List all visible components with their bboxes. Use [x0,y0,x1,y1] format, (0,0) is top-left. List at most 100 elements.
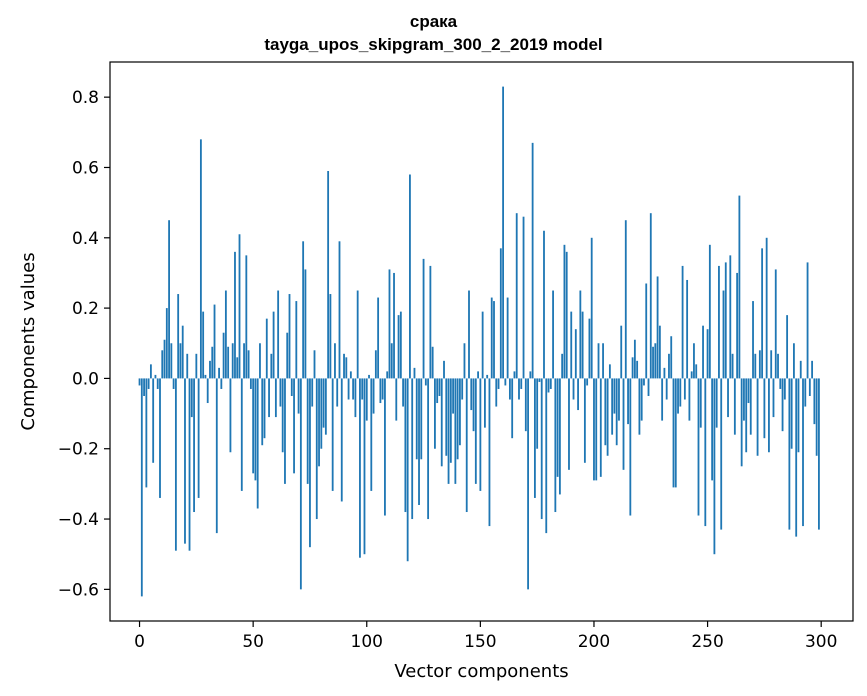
bar [781,378,784,432]
bar [533,378,536,498]
bar [252,378,255,474]
bar [188,378,191,551]
y-axis: −0.6 −0.4 −0.2 0.0 0.2 0.4 0.6 0.8 [58,88,110,600]
bar [752,301,754,379]
bar [413,367,416,379]
bar [440,378,443,467]
bar [347,378,350,400]
bar [518,378,520,400]
bar [779,378,782,389]
bar [409,174,411,379]
bar [138,378,141,386]
bar [445,378,448,456]
bar [629,378,632,516]
bar [554,378,557,513]
bar [668,353,670,379]
bar [343,353,345,379]
bar [174,378,177,551]
bar [561,353,564,379]
bar [670,336,673,379]
bar [815,378,818,456]
bars-group [138,86,820,597]
y-tick-label: −0.6 [58,580,99,600]
bar [802,378,804,527]
bar [522,216,525,379]
bar [718,265,720,379]
bar [790,378,793,449]
bar [472,378,475,432]
bar [149,364,152,379]
bar [729,255,732,379]
bar [306,378,309,484]
bar [615,378,618,446]
bar [697,378,700,516]
bar [229,378,232,453]
bar [793,343,795,379]
bar [388,269,391,379]
bar [336,378,339,407]
bar [770,350,773,379]
bar [322,378,325,428]
bar [143,378,145,396]
bar [329,294,332,379]
bar [556,378,559,477]
y-tick-label: 0.6 [72,158,99,178]
bar [774,269,777,379]
bar [354,378,357,418]
bar [597,343,600,379]
bar [436,378,439,404]
bar [447,378,450,484]
bar [190,378,193,418]
bar [747,378,750,404]
bar [224,290,227,379]
bar [572,378,575,400]
bar [404,378,407,513]
bar [147,378,150,389]
bar [429,265,432,379]
y-tick-label: 0.2 [72,299,99,319]
bar [268,378,270,418]
bar [811,360,814,379]
bar [502,86,504,379]
bar [379,378,382,404]
bar [474,378,477,484]
bar [484,378,486,428]
bar [806,262,809,379]
bar [256,378,259,509]
bar [215,378,218,534]
bar [647,378,650,396]
bar [154,374,157,379]
bar [504,378,507,386]
bar [443,360,445,379]
bar [643,378,645,386]
bar [672,378,675,488]
bar [627,378,629,425]
bar [140,378,143,597]
bar [704,378,707,527]
bar [720,378,723,530]
bar [593,378,595,481]
bar [552,290,554,379]
bar [279,378,282,407]
bar [356,290,359,379]
bar [508,378,511,400]
bar [488,378,491,527]
bar [331,378,334,491]
bar [327,170,330,379]
x-tick-label: 0 [134,632,145,652]
bar [711,378,714,481]
bar [245,255,248,379]
x-tick-label: 200 [578,632,610,652]
bar [168,220,170,379]
bar [506,297,509,379]
x-tick-label: 50 [242,632,264,652]
bar [288,294,291,379]
bar [799,360,802,379]
bar [434,378,436,449]
bar [688,378,691,421]
bar [211,346,214,379]
bar [715,378,718,428]
x-tick-label: 100 [351,632,383,652]
bar [652,346,654,379]
bar [424,378,427,386]
